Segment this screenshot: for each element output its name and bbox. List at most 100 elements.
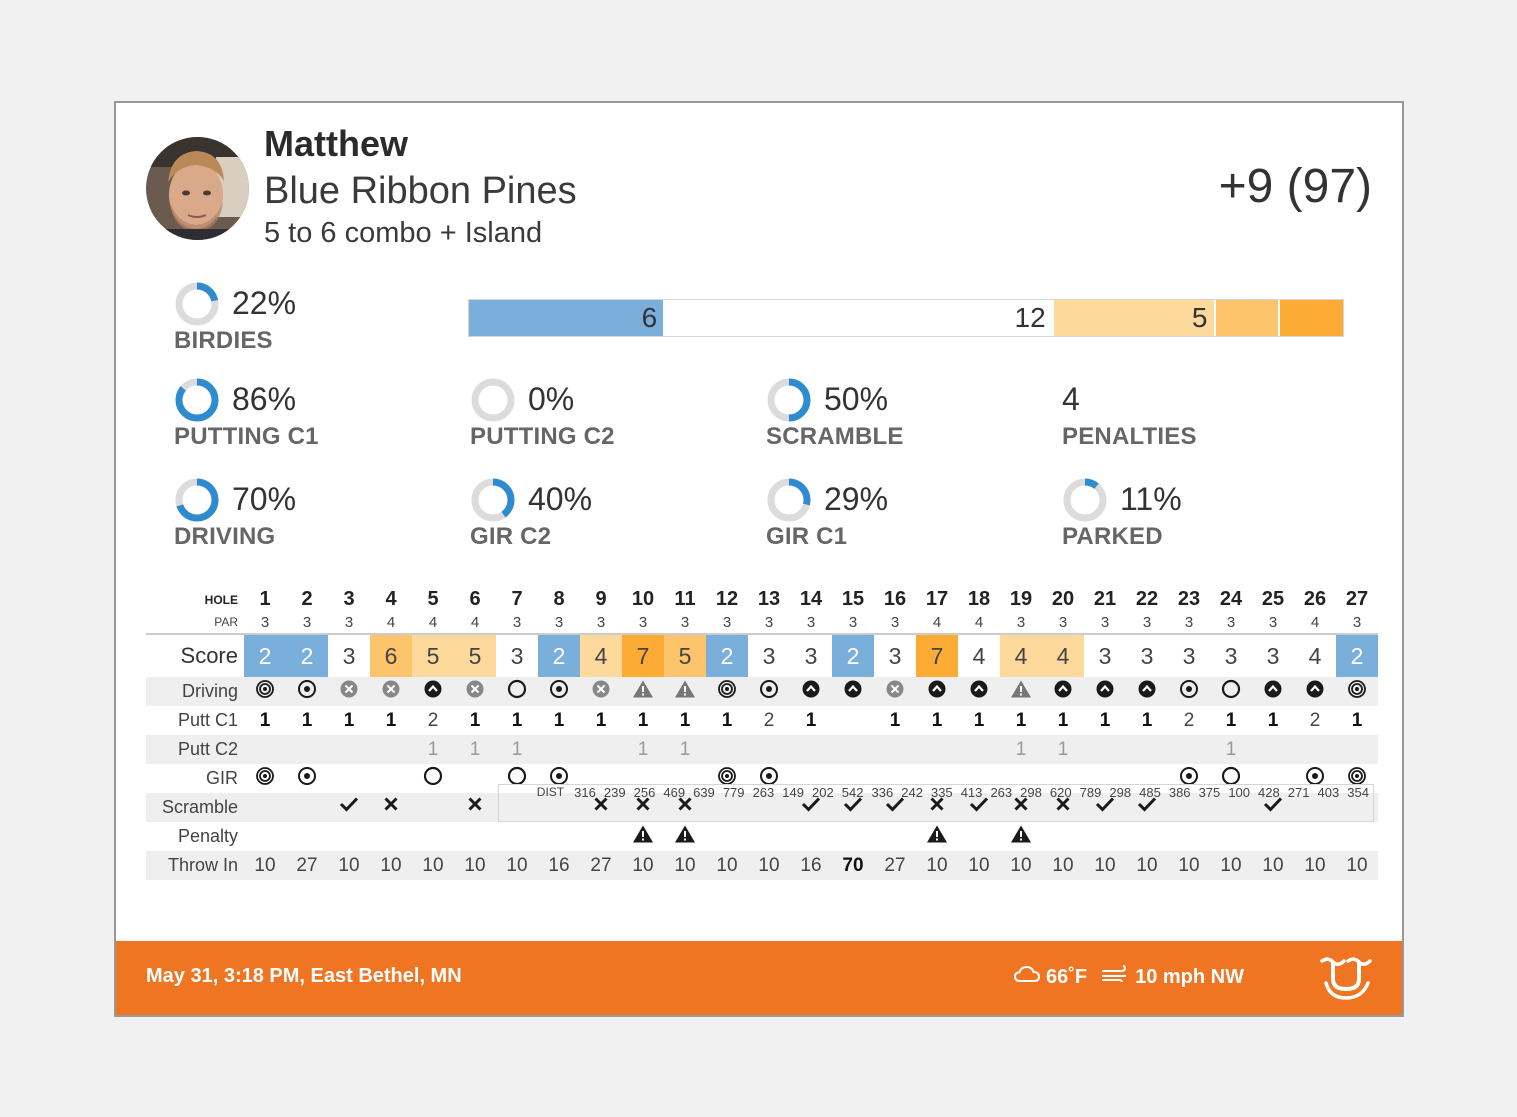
distance-cell: 779 — [722, 785, 745, 800]
penalty-cell — [1336, 822, 1378, 851]
x-circle-icon — [339, 679, 359, 705]
stat-value: 4 — [1062, 381, 1080, 417]
par-cell: 4 — [932, 613, 942, 631]
scramble-cell — [916, 793, 958, 822]
penalty-cell — [1042, 822, 1084, 851]
distance-cell: 202 — [812, 785, 834, 800]
gir-cell — [1210, 764, 1252, 793]
driving-cell — [244, 677, 286, 706]
throw-in-cell: 10 — [454, 851, 496, 880]
stat-birdies: 22% BIRDIES — [174, 281, 454, 361]
driving-cell — [1126, 677, 1168, 706]
penalty-cell — [1084, 822, 1126, 851]
warning-icon — [926, 824, 948, 850]
hole-cell: 10 — [631, 588, 655, 610]
donut-icon — [471, 378, 515, 422]
score-cell: 2 — [706, 633, 748, 677]
gir-cell — [1168, 764, 1210, 793]
stat-value: 50% — [824, 381, 889, 417]
driving-cell — [748, 677, 790, 706]
putt-c1-cell — [832, 706, 874, 735]
putt-c1-cell: 1 — [553, 709, 565, 731]
gir-cell — [1336, 764, 1378, 793]
up-icon — [927, 679, 947, 705]
penalty-cell — [328, 822, 370, 851]
distance-cell: 354 — [1347, 785, 1369, 800]
par-cell: 3 — [302, 613, 312, 631]
warning-icon — [632, 824, 654, 850]
circle-icon — [507, 679, 527, 705]
stat-value: 70% — [232, 481, 297, 517]
scramble-cell — [664, 793, 706, 822]
throw-in-cell: 27 — [874, 851, 916, 880]
hole-cell: 15 — [841, 588, 865, 610]
par-cell: 4 — [470, 613, 480, 631]
up-icon — [1137, 679, 1157, 705]
penalty-cell — [874, 822, 916, 851]
putt-c1-cell: 1 — [889, 709, 901, 731]
putt-c1-cell: 1 — [1057, 709, 1069, 731]
throw-in-cell: 10 — [1168, 851, 1210, 880]
penalty-cell — [244, 822, 286, 851]
score-cell: 2 — [286, 633, 328, 677]
temperature: 66˚F — [1045, 965, 1088, 988]
par-cell: 4 — [386, 613, 396, 631]
scramble-cell — [1042, 793, 1084, 822]
putt-c1-cell: 1 — [931, 709, 943, 731]
donut-icon — [767, 478, 811, 522]
penalty-cell — [706, 822, 748, 851]
row-label: GIR — [205, 768, 238, 788]
stat-putting-c2: 0% PUTTING C2 — [470, 377, 750, 457]
course-name: Blue Ribbon Pines — [264, 170, 577, 212]
distance-cell: 386 — [1168, 785, 1191, 800]
gir-cell — [412, 764, 454, 793]
fairway-icon — [1179, 679, 1199, 705]
scramble-cell — [412, 793, 454, 822]
fairway-icon — [297, 766, 317, 792]
throw-in-cell: 16 — [790, 851, 832, 880]
distribution-count: 12 — [1014, 302, 1046, 333]
hole-cell: 27 — [1345, 588, 1369, 610]
putt-c2-cell — [1126, 735, 1168, 764]
putt-c1-row: Putt C1 1 1 1 1 2 1 1 1 1 1 1 1 2 1 1 1 1 1 1 1 1 2 1 1 2 1 — [146, 706, 1378, 735]
check-icon — [969, 796, 989, 818]
throw-in-cell: 10 — [328, 851, 370, 880]
driving-cell — [1252, 677, 1294, 706]
par-cell: 3 — [344, 613, 354, 631]
hole-cell: 2 — [301, 588, 313, 610]
hole-cell: 22 — [1135, 588, 1159, 610]
gir-cell — [1294, 764, 1336, 793]
distribution-segment — [1278, 300, 1343, 336]
driving-cell — [1210, 677, 1252, 706]
penalty-cell — [916, 822, 958, 851]
row-label: Score — [146, 633, 244, 677]
hole-cell: 4 — [385, 588, 397, 610]
putt-c1-cell: 1 — [1267, 709, 1279, 731]
distance-cell: 485 — [1139, 785, 1161, 800]
throw-in-cell: 10 — [244, 851, 286, 880]
hole-cell: 7 — [511, 588, 523, 610]
hole-cell: 9 — [595, 588, 607, 610]
distance-cell: 149 — [782, 785, 804, 800]
driving-cell — [790, 677, 832, 706]
wind: 10 mph NW — [1135, 965, 1244, 988]
throw-in-cell: 10 — [664, 851, 706, 880]
hole-cell: 20 — [1051, 588, 1075, 610]
hole-cell: 3 — [343, 588, 355, 610]
stat-penalties: 4 PENALTIES — [1062, 377, 1342, 457]
score-row: Score 2 2 3 6 5 5 3 2 4 7 5 2 3 3 2 3 7 4 4 4 3 3 3 3 3 4 2 — [146, 633, 1378, 677]
gir-cell — [244, 764, 286, 793]
x-circle-icon — [885, 679, 905, 705]
stat-label: PARKED — [1062, 523, 1163, 550]
distribution-segment — [1213, 300, 1279, 336]
score-cell: 4 — [1042, 633, 1084, 677]
x-icon — [635, 796, 651, 818]
scramble-cell — [370, 793, 412, 822]
driving-cell — [832, 677, 874, 706]
hole-cell: 14 — [799, 588, 823, 610]
throw-in-cell: 10 — [1042, 851, 1084, 880]
putt-c2-cell — [580, 735, 622, 764]
player-name: Matthew — [264, 123, 408, 164]
fairway-icon — [759, 766, 779, 792]
putt-c1-cell: 2 — [763, 709, 775, 731]
